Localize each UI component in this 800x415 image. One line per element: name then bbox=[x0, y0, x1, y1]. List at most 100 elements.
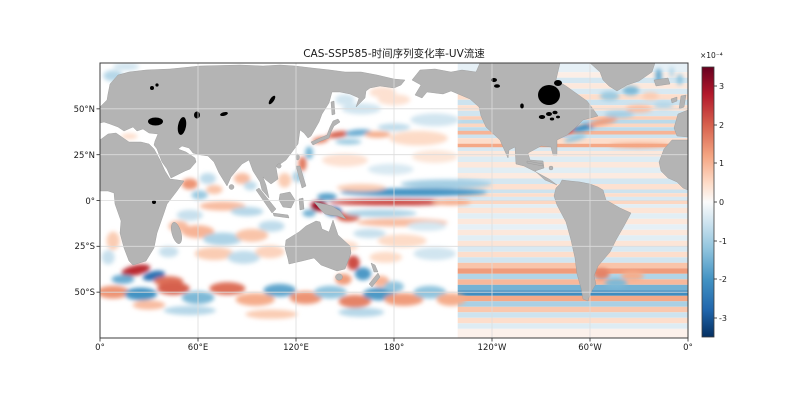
continent-africa bbox=[100, 132, 185, 266]
colorbar-tick-label: 0 bbox=[719, 198, 724, 207]
anomaly-region bbox=[255, 245, 285, 259]
anomaly-region bbox=[101, 249, 115, 265]
zonal-stripe bbox=[457, 72, 688, 78]
anomaly-region bbox=[206, 184, 223, 195]
lake-winnipeg bbox=[520, 103, 524, 109]
continent-south-america bbox=[553, 179, 632, 302]
x-tick-label: 60°W bbox=[578, 343, 602, 353]
anomaly-region bbox=[407, 221, 447, 231]
anomaly-region bbox=[227, 250, 260, 264]
anomaly-region bbox=[653, 101, 674, 109]
anomaly-region bbox=[335, 94, 355, 106]
island-sri-lanka bbox=[228, 184, 235, 190]
great-lake-erie bbox=[556, 115, 560, 119]
anomaly-region bbox=[181, 178, 198, 190]
anomaly-region bbox=[338, 294, 372, 308]
great-lake-michigan bbox=[549, 117, 555, 121]
island-greenland bbox=[589, 63, 656, 92]
anomaly-region bbox=[194, 247, 234, 261]
anomaly-region bbox=[258, 220, 285, 232]
zonal-stripe bbox=[457, 312, 688, 318]
anomaly-region bbox=[354, 267, 372, 281]
anomaly-region bbox=[199, 201, 246, 211]
x-tick-label: 0° bbox=[683, 343, 693, 353]
anomaly-region bbox=[111, 274, 135, 284]
colorbar-tick-label: -3 bbox=[719, 314, 727, 323]
anomaly-region bbox=[353, 228, 386, 239]
island-java bbox=[272, 212, 290, 219]
lake-caspian-sea bbox=[177, 117, 187, 135]
y-tick-label: 0° bbox=[85, 197, 95, 207]
anomaly-region bbox=[157, 282, 190, 295]
anomaly-region bbox=[364, 131, 391, 138]
colorbar-tick-label: 1 bbox=[719, 159, 724, 168]
island-madagascar bbox=[171, 222, 182, 244]
colorbar-tick-label: -2 bbox=[719, 275, 727, 284]
anomaly-region bbox=[411, 150, 458, 163]
anomaly-region bbox=[588, 117, 618, 127]
anomaly-region bbox=[163, 305, 216, 316]
anomaly-region bbox=[676, 74, 684, 85]
island-new-zealand-south bbox=[368, 272, 381, 288]
island-ireland bbox=[670, 96, 678, 104]
plot-title: CAS-SSP585-时间序列变化率-UV流速 bbox=[303, 47, 485, 60]
anomaly-region bbox=[289, 291, 323, 305]
anomaly-region bbox=[346, 255, 360, 271]
grid-layer bbox=[100, 63, 688, 338]
x-tick-label: 0° bbox=[95, 343, 105, 353]
anomaly-region bbox=[202, 232, 243, 246]
x-tick-label: 180° bbox=[384, 343, 404, 353]
anomaly-region bbox=[389, 130, 448, 146]
anomaly-region bbox=[564, 134, 587, 143]
colorbar-tick-label: -1 bbox=[719, 237, 727, 246]
anomaly-region bbox=[436, 293, 466, 306]
lakes-layer bbox=[148, 78, 562, 204]
anomaly-region bbox=[335, 139, 362, 145]
zonal-stripe bbox=[457, 147, 688, 151]
anomaly-region bbox=[338, 307, 385, 317]
anomaly-region bbox=[199, 173, 216, 184]
anomaly-region bbox=[336, 184, 386, 192]
anomaly-region bbox=[106, 231, 120, 250]
anomaly-region bbox=[642, 92, 659, 100]
lake-ladoga bbox=[150, 86, 154, 90]
zonal-stripe bbox=[457, 257, 688, 263]
continent-eurasia bbox=[100, 64, 406, 199]
great-lake-superior bbox=[538, 115, 546, 119]
anomaly-region bbox=[369, 251, 403, 263]
anomaly-region bbox=[113, 63, 140, 71]
anomaly-region bbox=[621, 271, 644, 281]
foxe-basin bbox=[554, 80, 562, 86]
anomaly-region bbox=[317, 193, 337, 201]
anomaly-region bbox=[593, 268, 610, 280]
zonal-stripe bbox=[457, 323, 688, 329]
anomaly-region bbox=[263, 283, 297, 297]
x-tick-label: 120°W bbox=[478, 343, 507, 353]
europe-west-edge bbox=[673, 109, 688, 138]
zonal-stripe bbox=[457, 167, 688, 173]
anomaly-region bbox=[599, 91, 620, 101]
anomaly-region bbox=[233, 173, 251, 184]
colorbar-gradient bbox=[701, 66, 715, 338]
island-great-britain bbox=[678, 94, 687, 110]
lake-baikal bbox=[268, 95, 276, 105]
lake-victoria bbox=[152, 200, 156, 204]
anomaly-region bbox=[305, 146, 314, 160]
anomaly-region bbox=[132, 300, 166, 310]
zonal-stripe bbox=[457, 268, 688, 274]
great-lake-ontario bbox=[552, 110, 558, 115]
anomaly-region bbox=[622, 85, 639, 96]
anomaly-region bbox=[410, 113, 460, 127]
anomaly-region bbox=[413, 247, 456, 261]
zonal-stripe bbox=[457, 151, 688, 157]
zonal-stripe bbox=[457, 173, 688, 179]
anomaly-region bbox=[209, 282, 246, 295]
island-new-zealand-north bbox=[370, 262, 379, 273]
zonal-stripe bbox=[457, 301, 688, 307]
island-iceland bbox=[653, 77, 671, 87]
x-tick-label: 120°E bbox=[283, 343, 309, 353]
colorbar-exponent-label: ×10⁻⁴ bbox=[700, 51, 723, 60]
zonal-stripe bbox=[457, 317, 688, 324]
island-borneo bbox=[278, 191, 296, 209]
